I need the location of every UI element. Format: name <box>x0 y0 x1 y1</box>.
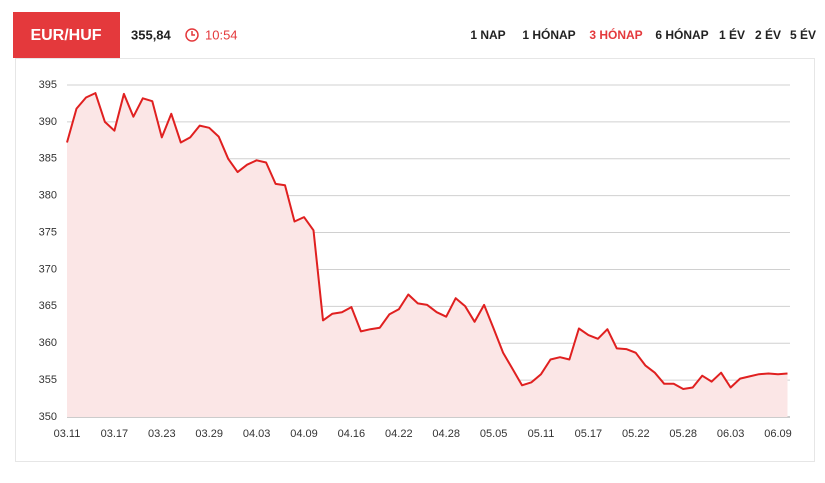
x-tick-label: 04.09 <box>290 428 318 440</box>
x-tick-label: 04.28 <box>432 428 460 440</box>
y-tick-label: 355 <box>39 374 57 386</box>
y-tick-label: 390 <box>39 116 57 128</box>
x-tick-label: 05.11 <box>528 428 555 440</box>
area <box>67 93 788 417</box>
y-tick-label: 365 <box>39 300 57 312</box>
x-tick-label: 05.28 <box>669 428 697 440</box>
clock-hands <box>191 31 195 36</box>
x-tick-label: 06.03 <box>717 428 745 440</box>
period-tab[interactable]: 6 HÓNAP <box>655 27 708 42</box>
period-tab[interactable]: 5 ÉV <box>790 27 816 42</box>
y-tick-label: 385 <box>39 153 57 165</box>
x-tick-label: 03.17 <box>101 428 129 440</box>
y-tick-label: 375 <box>39 226 57 238</box>
y-tick-label: 360 <box>39 337 57 349</box>
x-tick-label: 05.22 <box>622 428 650 440</box>
tabs: 1 NAP 1 HÓNAP 3 HÓNAP 6 HÓNAP 1 ÉV 2 ÉV 5 ÉV <box>470 27 816 42</box>
x-tick-label: 05.05 <box>480 428 508 440</box>
pair-badge <box>13 12 120 58</box>
clock-icon <box>185 28 199 42</box>
x-tick-label: 04.16 <box>338 428 366 440</box>
y-tick-label: 350 <box>39 411 57 423</box>
x-tick-label: 03.23 <box>148 428 176 440</box>
period-tab[interactable]: 1 ÉV <box>719 27 745 42</box>
price: 355,84 <box>131 27 172 42</box>
period-tab[interactable]: 1 HÓNAP <box>522 27 575 42</box>
pair: EUR/HUF <box>30 27 101 44</box>
x-tick-label: 04.22 <box>385 428 413 440</box>
y-tick-label: 380 <box>39 190 57 202</box>
x-tick-label: 05.17 <box>575 428 603 440</box>
x-tick-label: 04.03 <box>243 428 271 440</box>
x-tick-label: 03.11 <box>54 428 81 440</box>
period-tab[interactable]: 2 ÉV <box>755 27 781 42</box>
period-tab[interactable]: 3 HÓNAP <box>589 27 642 42</box>
x-tick-label: 06.09 <box>764 428 792 440</box>
y-tick-label: 395 <box>39 79 57 91</box>
x-tick-label: 03.29 <box>195 428 223 440</box>
line <box>66 92 788 390</box>
period-tab[interactable]: 1 NAP <box>470 28 505 42</box>
time: 10:54 <box>205 27 238 42</box>
y-tick-label: 370 <box>39 263 57 275</box>
